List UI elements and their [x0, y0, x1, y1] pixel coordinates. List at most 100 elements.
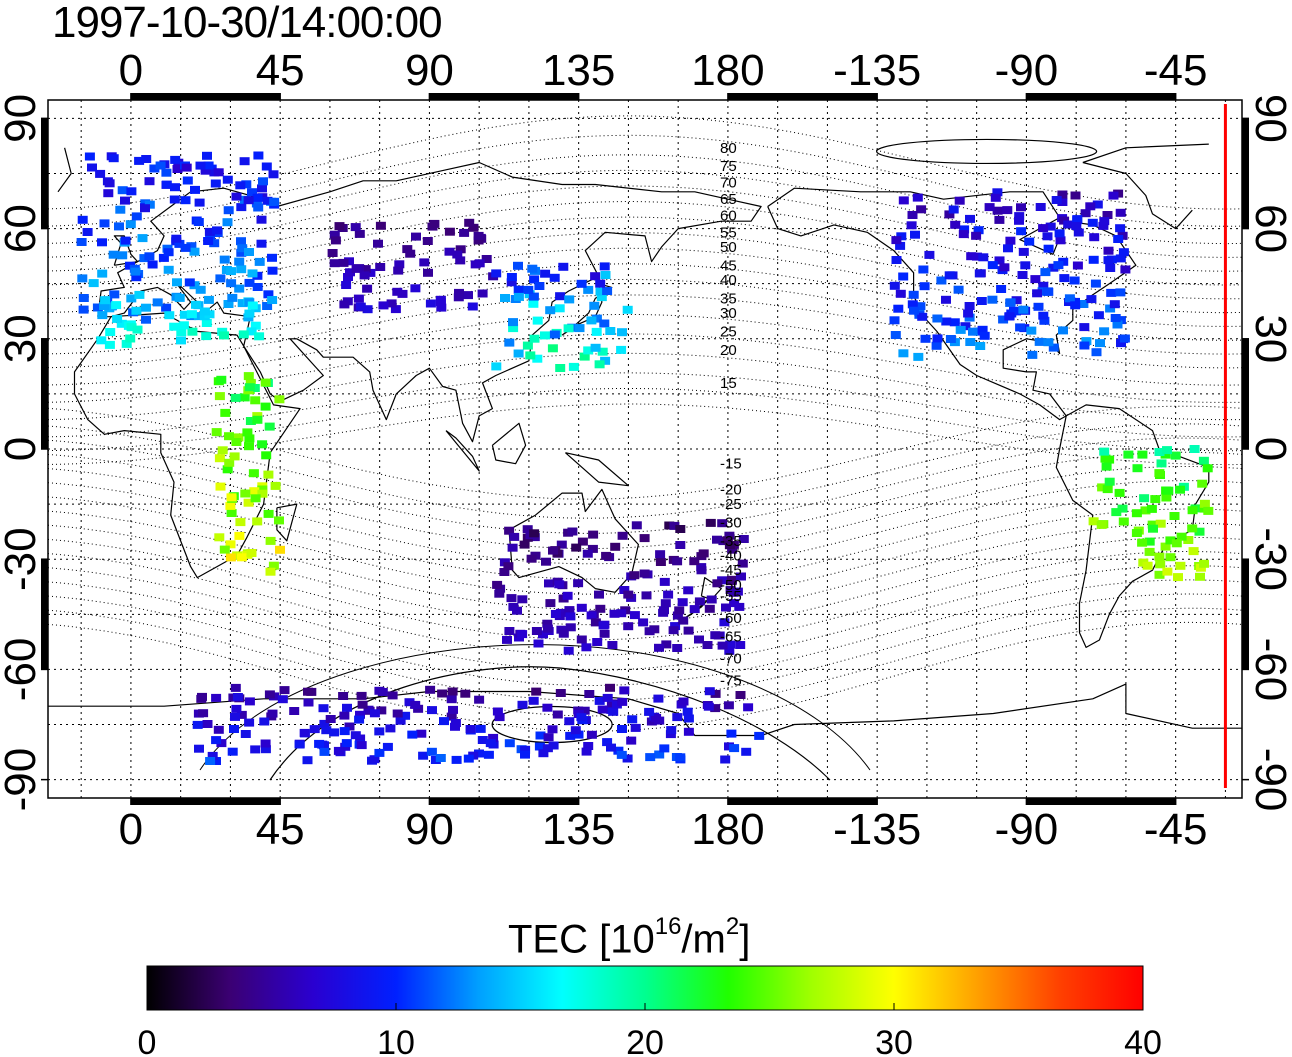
tec-cell-north-america [1099, 327, 1110, 336]
tec-cell-australia-new-zealand [554, 580, 565, 589]
tec-cell-north-america [1081, 337, 1092, 346]
tec-cell-east-asia [599, 262, 610, 271]
tec-cell-europe [269, 197, 280, 206]
tec-cell-antarctica [435, 754, 446, 762]
tec-cell-australia-new-zealand [629, 611, 640, 620]
tec-cell-antarctica [416, 729, 427, 738]
tec-cell-australia-new-zealand [563, 646, 574, 655]
tec-cell-mediterranean [100, 296, 111, 305]
tec-cell-antarctica [319, 747, 330, 756]
tec-cell-antarctica [236, 710, 247, 719]
tec-cell-europe [161, 168, 172, 177]
coastline [491, 422, 527, 465]
tec-cell-australia-new-zealand [734, 602, 745, 611]
tec-cell-australia-new-zealand [595, 604, 606, 613]
tec-cell-russia [444, 227, 455, 236]
tec-cell-east-asia [508, 318, 518, 327]
tec-cell-europe [161, 303, 172, 312]
tec-cell-australia-new-zealand [609, 609, 620, 618]
tec-cell-africa [245, 417, 256, 425]
tec-cell-antarctica [196, 694, 207, 703]
tec-cell-mediterranean [219, 331, 229, 340]
tec-cell-antarctica [338, 692, 349, 700]
tec-cell-australia-new-zealand [571, 543, 582, 552]
tec-cell-antarctica [369, 755, 380, 764]
tec-cell-south-america [1118, 517, 1129, 526]
tec-cell-north-america [1119, 334, 1130, 343]
tec-cell-north-america [998, 315, 1009, 324]
tec-cell-mediterranean [176, 328, 187, 337]
tec-cell-russia [393, 266, 404, 275]
tec-cell-europe [267, 266, 278, 275]
tec-cell-europe [222, 175, 233, 184]
tec-cell-australia-new-zealand [702, 641, 713, 649]
tec-cell-europe [92, 303, 103, 312]
tec-cell-europe [141, 315, 151, 324]
tec-cell-europe [126, 187, 137, 196]
tec-cell-australia-new-zealand [504, 526, 515, 535]
tec-cell-australia-new-zealand [623, 590, 634, 599]
tec-cell-antarctica [729, 744, 740, 753]
tec-cell-north-america [1002, 206, 1013, 215]
tec-cell-north-america [974, 269, 985, 278]
tec-cell-north-america [1003, 244, 1013, 253]
tec-cell-australia-new-zealand [541, 557, 551, 566]
tec-cell-antarctica [213, 725, 224, 734]
tec-cell-east-asia [529, 275, 540, 284]
tec-cell-east-asia [591, 327, 602, 336]
contour-label: -45 [720, 562, 742, 579]
lon-tick-label-bottom: 90 [405, 805, 454, 854]
tec-cell-antarctica [344, 722, 355, 731]
tec-cell-south-america [1099, 447, 1110, 456]
tec-cell-africa [265, 536, 276, 545]
tec-cell-antarctica [277, 695, 288, 704]
tec-cell-mediterranean [254, 332, 265, 341]
tec-cell-russia [329, 230, 340, 239]
tec-cell-antarctica [404, 698, 415, 707]
lat-tick-label-left: -30 [0, 527, 45, 591]
tec-cell-europe [78, 305, 89, 314]
lat-tick-label-left: 90 [0, 94, 45, 143]
tec-cell-europe [99, 219, 110, 228]
tec-cell-antarctica [205, 757, 216, 765]
tec-cell-north-america [1015, 323, 1026, 332]
tec-cell-mediterranean [134, 290, 145, 299]
tec-cell-australia-new-zealand [556, 540, 567, 549]
tec-cell-antarctica [329, 728, 340, 737]
tec-cell-antarctica [342, 703, 352, 712]
tec-cell-russia [334, 222, 345, 231]
tec-cell-north-america [1078, 300, 1089, 308]
tec-cell-antarctica [314, 739, 325, 748]
tec-cell-europe [268, 170, 279, 179]
tec-cell-antarctica [437, 689, 448, 698]
tec-cell-europe [140, 204, 150, 213]
tec-cell-russia [411, 232, 421, 241]
tec-cell-east-asia [555, 292, 566, 301]
tec-cell-australia-new-zealand [565, 623, 576, 632]
tec-cell-north-america [1098, 221, 1109, 230]
tec-cell-south-america [1140, 506, 1151, 515]
tec-cell-europe [195, 161, 206, 170]
tec-cell-north-america [964, 313, 975, 322]
tec-cell-africa [234, 531, 245, 540]
tec-cell-antarctica [613, 746, 624, 755]
colorbar-tick-label: 0 [138, 1024, 157, 1057]
tec-cell-north-america [1034, 337, 1045, 346]
tec-cell-australia-new-zealand [683, 586, 694, 595]
tec-cell-north-america [936, 276, 947, 285]
magnetic-contour [48, 314, 1242, 386]
axis-border-bar [727, 93, 878, 100]
tec-cell-australia-new-zealand [724, 646, 735, 655]
tec-cell-north-america [932, 334, 943, 343]
tec-cell-antarctica [260, 739, 271, 748]
tec-cell-russia [362, 305, 373, 314]
tec-cell-australia-new-zealand [517, 630, 528, 639]
tec-cell-antarctica [319, 719, 330, 728]
tec-cell-australia-new-zealand [616, 609, 627, 618]
tec-cell-antarctica [565, 731, 576, 740]
colorbar-title: TEC [1016/m2] [508, 908, 750, 962]
tec-cell-south-america [1173, 573, 1183, 582]
tec-cell-antarctica [617, 697, 628, 706]
tec-cell-south-america [1175, 485, 1185, 494]
tec-cell-antarctica [356, 691, 367, 700]
